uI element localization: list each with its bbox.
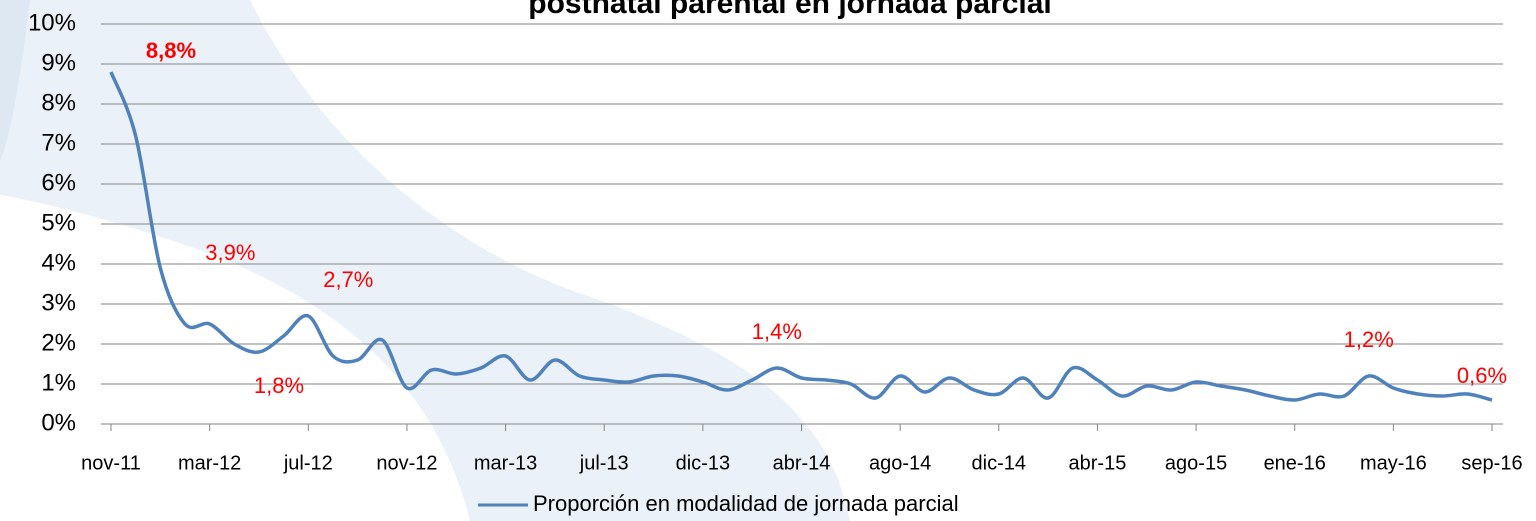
x-tick-label: abr-14 <box>773 452 831 474</box>
y-tick-label: 3% <box>41 289 76 316</box>
background-swoosh <box>0 0 850 521</box>
data-label: 1,8% <box>254 373 304 398</box>
chart-title: postnatal parental en jornada parcial <box>528 0 1051 20</box>
x-tick-label: nov-12 <box>376 452 437 474</box>
data-label: 8,8% <box>146 38 196 63</box>
chart: postnatal parental en jornada parcial 0%… <box>0 0 1536 521</box>
x-tick-label: ene-16 <box>1264 452 1326 474</box>
y-tick-label: 4% <box>41 249 76 276</box>
y-tick-label: 0% <box>41 409 76 436</box>
y-tick-label: 2% <box>41 329 76 356</box>
y-tick-label: 1% <box>41 369 76 396</box>
data-label: 1,4% <box>752 319 802 344</box>
x-tick-label: ago-15 <box>1165 452 1227 474</box>
x-tick-label: nov-11 <box>81 452 141 474</box>
data-label: 1,2% <box>1344 327 1394 352</box>
x-tick-label: ago-14 <box>869 452 931 474</box>
x-tick-label: abr-15 <box>1069 452 1127 474</box>
x-tick-label: jul-13 <box>579 452 629 474</box>
y-tick-label: 5% <box>41 209 76 236</box>
y-tick-label: 7% <box>41 129 76 156</box>
data-label: 2,7% <box>323 267 373 292</box>
y-tick-label: 9% <box>41 49 76 76</box>
x-tick-label: mar-13 <box>474 452 537 474</box>
data-label: 3,9% <box>205 240 255 265</box>
x-tick-label: may-16 <box>1360 452 1427 474</box>
data-label: 0,6% <box>1457 363 1507 388</box>
x-tick-label: dic-14 <box>972 452 1026 474</box>
x-tick-label: dic-13 <box>676 452 730 474</box>
x-tick-label: mar-12 <box>178 452 241 474</box>
x-tick-label: jul-12 <box>283 452 333 474</box>
y-tick-label: 10% <box>28 9 76 36</box>
x-tick-label: sep-16 <box>1461 452 1522 474</box>
y-tick-label: 6% <box>41 169 76 196</box>
legend-label: Proporción en modalidad de jornada parci… <box>533 491 959 516</box>
y-tick-label: 8% <box>41 89 76 116</box>
